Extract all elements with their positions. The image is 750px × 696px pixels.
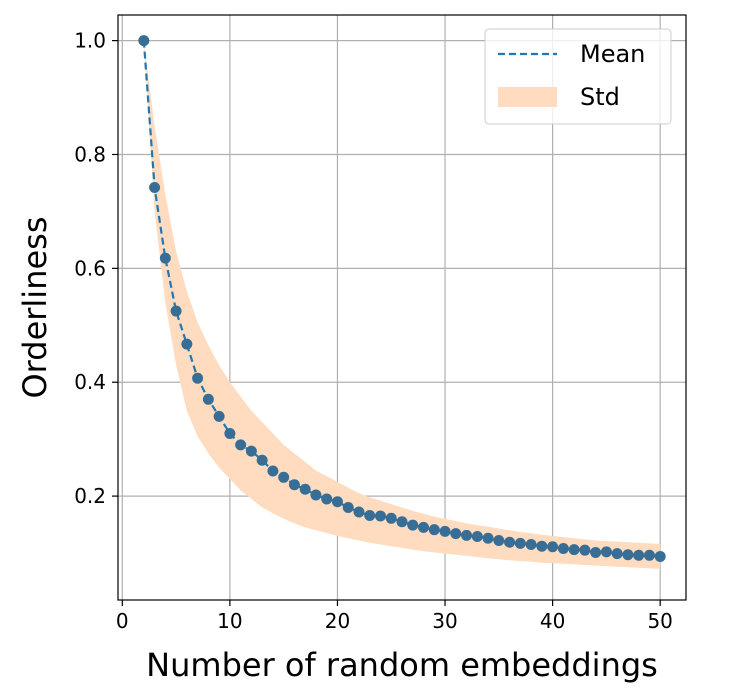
y-tick-label: 1.0 xyxy=(74,29,106,53)
mean-point xyxy=(288,479,300,491)
plot-frame xyxy=(117,14,687,601)
mean-point xyxy=(622,549,634,561)
mean-point xyxy=(181,338,193,350)
y-axis-title: Orderliness xyxy=(16,216,54,398)
x-axis-title: Number of random embeddings xyxy=(146,646,658,684)
legend: Mean Std xyxy=(484,28,672,125)
mean-point xyxy=(202,393,214,405)
mean-point xyxy=(299,483,311,495)
x-tick-label: 50 xyxy=(647,609,672,633)
mean-point xyxy=(418,521,430,533)
x-tick-label: 0 xyxy=(116,609,129,633)
x-tick-label: 30 xyxy=(432,609,457,633)
mean-point xyxy=(557,542,569,554)
legend-std-label: Std xyxy=(580,83,620,111)
mean-point xyxy=(245,445,257,457)
legend-mean-label: Mean xyxy=(580,40,645,68)
mean-point xyxy=(525,538,537,550)
mean-point xyxy=(579,544,591,556)
legend-std-swatch xyxy=(498,87,557,107)
y-tick-label: 0.4 xyxy=(74,370,106,394)
std-band xyxy=(143,40,661,570)
mean-point xyxy=(374,510,386,522)
mean-point xyxy=(235,439,247,451)
x-tick-label: 40 xyxy=(540,609,565,633)
mean-point xyxy=(482,532,494,544)
mean-points xyxy=(138,35,666,562)
mean-point xyxy=(600,546,612,558)
mean-point xyxy=(213,410,225,422)
std-band-area xyxy=(143,40,661,570)
mean-point xyxy=(331,496,343,508)
mean-point xyxy=(439,525,451,537)
mean-point xyxy=(256,454,268,466)
mean-point xyxy=(224,427,236,439)
mean-point xyxy=(385,512,397,524)
mean-point xyxy=(654,550,666,562)
x-tick-label: 10 xyxy=(217,609,242,633)
mean-point xyxy=(192,372,204,384)
mean-point xyxy=(170,305,182,317)
mean-point xyxy=(611,548,623,560)
x-axis-ticks: 0 10 20 30 40 50 xyxy=(116,600,673,633)
mean-point xyxy=(590,546,602,558)
mean-point xyxy=(364,509,376,521)
mean-point xyxy=(514,537,526,549)
mean-point xyxy=(536,540,548,552)
mean-point xyxy=(504,536,516,548)
y-tick-label: 0.2 xyxy=(74,484,106,508)
mean-point xyxy=(138,35,150,47)
mean-point xyxy=(471,531,483,543)
x-tick-label: 20 xyxy=(325,609,350,633)
mean-point xyxy=(643,549,655,561)
mean-point xyxy=(461,529,473,541)
mean-point xyxy=(547,541,559,553)
mean-point xyxy=(428,524,440,536)
mean-point xyxy=(321,493,333,505)
mean-point xyxy=(450,528,462,540)
mean-point xyxy=(396,516,408,528)
mean-point xyxy=(149,182,161,194)
mean-point xyxy=(407,519,419,531)
mean-point xyxy=(267,465,279,477)
mean-point xyxy=(310,489,322,501)
y-tick-label: 0.6 xyxy=(74,256,106,280)
mean-point xyxy=(493,535,505,547)
mean-point xyxy=(278,471,290,483)
mean-point xyxy=(159,252,171,264)
mean-point xyxy=(342,501,354,513)
y-axis-ticks: 0.2 0.4 0.6 0.8 1.0 xyxy=(74,29,118,508)
y-tick-label: 0.8 xyxy=(74,142,106,166)
mean-point xyxy=(353,506,365,518)
mean-point xyxy=(568,544,580,556)
mean-point xyxy=(633,549,645,561)
